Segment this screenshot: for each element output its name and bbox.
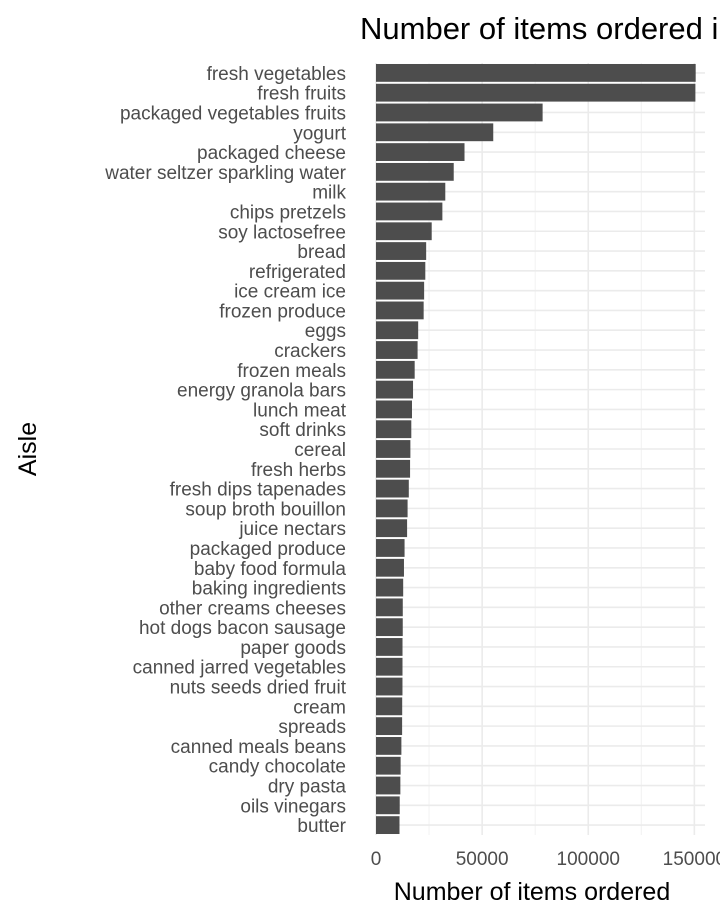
category-label: juice nectars (238, 519, 346, 540)
category-label: candy chocolate (209, 757, 346, 778)
bar (376, 578, 404, 597)
category-label: bread (297, 242, 346, 263)
bar (376, 400, 412, 419)
bar (376, 756, 401, 775)
category-label: cream (293, 697, 346, 718)
x-tick-labels: 0 50000 100000 150000 (371, 849, 720, 870)
bars (376, 63, 696, 835)
category-label: canned meals beans (171, 737, 346, 758)
category-label: dry pasta (268, 777, 347, 798)
bar (376, 737, 402, 755)
x-tick-label: 0 (371, 849, 382, 870)
bar (376, 222, 432, 241)
bar (376, 796, 400, 815)
x-tick-label: 100000 (557, 849, 620, 870)
category-label: fresh dips tapenades (170, 480, 346, 501)
x-tick-label: 50000 (456, 849, 509, 870)
category-label: eggs (305, 321, 346, 342)
bar (376, 618, 403, 637)
bar (376, 341, 418, 359)
bar (376, 816, 400, 835)
category-label: fresh vegetables (207, 64, 346, 85)
bar (376, 519, 408, 538)
category-label: hot dogs bacon sausage (139, 618, 346, 639)
bar (376, 380, 414, 399)
category-label: fresh herbs (251, 460, 346, 481)
category-label: soft drinks (259, 420, 346, 441)
chart-title: Number of items ordered in each aisle (360, 11, 720, 46)
bar (376, 321, 419, 340)
category-label: ice cream ice (234, 282, 346, 303)
category-label: other creams cheeses (159, 598, 346, 619)
category-label: packaged cheese (197, 143, 346, 164)
bar (376, 558, 404, 577)
category-label: spreads (278, 717, 346, 738)
category-label: chips pretzels (230, 202, 346, 223)
category-label: refrigerated (249, 262, 346, 283)
category-label: frozen meals (237, 361, 346, 382)
category-label: fresh fruits (257, 84, 346, 105)
bar (376, 776, 401, 795)
category-label: lunch meat (253, 400, 347, 421)
category-label: packaged produce (190, 539, 346, 560)
bar (376, 182, 446, 201)
bar (376, 281, 425, 300)
bar (376, 143, 465, 161)
bar (376, 103, 543, 122)
bar (376, 123, 494, 142)
bar (376, 499, 408, 518)
bar (376, 261, 426, 280)
x-axis-title: Number of items ordered (394, 878, 671, 906)
category-label: water seltzer sparkling water (104, 163, 346, 184)
category-label: butter (297, 816, 346, 837)
x-tick-label: 150000 (663, 849, 720, 870)
category-label: baby food formula (194, 559, 347, 580)
category-label: oils vinegars (240, 796, 346, 817)
bar (376, 638, 403, 656)
bar (376, 677, 403, 696)
bar (376, 63, 696, 82)
bar (376, 420, 412, 439)
category-label: yogurt (293, 123, 347, 144)
bar (376, 440, 411, 458)
bar (376, 598, 403, 617)
bar (376, 459, 411, 478)
category-label: energy granola bars (177, 381, 346, 402)
category-label: canned jarred vegetables (133, 658, 346, 679)
category-label: crackers (274, 341, 346, 362)
bar (376, 83, 696, 102)
bar (376, 479, 409, 498)
bar (376, 539, 405, 557)
category-label: packaged vegetables fruits (120, 103, 346, 124)
category-label: milk (312, 183, 346, 204)
category-label: soy lactosefree (218, 222, 346, 243)
y-axis-title: Aisle (14, 422, 42, 476)
category-label: soup broth bouillon (185, 499, 346, 520)
bar (376, 242, 427, 260)
category-label: cereal (294, 440, 346, 461)
category-label: baking ingredients (192, 579, 346, 600)
category-label: nuts seeds dried fruit (170, 678, 347, 699)
bar (376, 162, 454, 181)
bar (376, 697, 403, 716)
category-label: paper goods (240, 638, 346, 659)
category-label: frozen produce (219, 301, 346, 322)
bar (376, 657, 403, 676)
bar (376, 717, 403, 736)
bar (376, 202, 443, 221)
bar (376, 360, 415, 379)
bar (376, 301, 424, 320)
